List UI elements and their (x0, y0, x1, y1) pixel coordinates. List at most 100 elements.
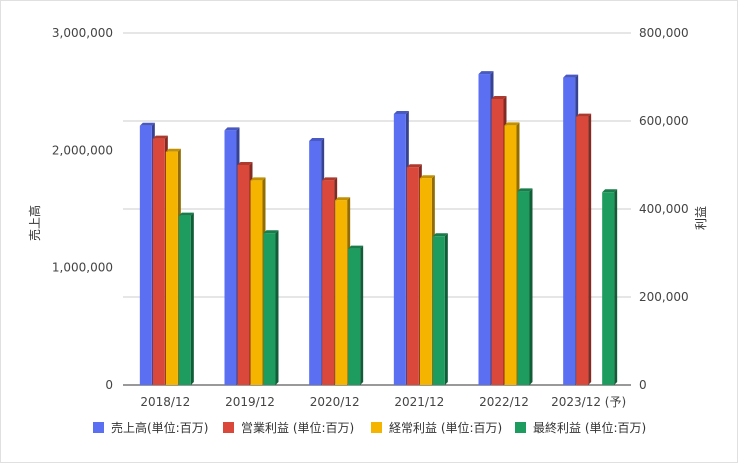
bar-front (178, 215, 191, 385)
bar-front (309, 140, 322, 385)
legend-label: 経常利益 (単位:百万) (389, 420, 502, 435)
bar-front (517, 191, 530, 385)
legend-swatch (223, 422, 234, 433)
bar-top (576, 113, 592, 117)
bar-top (419, 175, 435, 179)
bar-front (237, 165, 250, 385)
x-tick-label: 2019/12 (225, 395, 275, 409)
left-tick-label: 1,000,000 (52, 261, 113, 275)
bar-front (152, 138, 165, 385)
legend-label: 最終利益 (単位:百万) (533, 420, 646, 435)
bar-front (139, 125, 152, 386)
bar-top (504, 122, 520, 126)
right-tick-label: 0 (639, 378, 647, 392)
bar (322, 177, 338, 385)
x-tick-label: 2021/12 (394, 395, 444, 409)
legend-swatch (515, 422, 526, 433)
bar-top (478, 71, 494, 75)
x-tick-label: 2020/12 (310, 395, 360, 409)
bar-top (406, 164, 422, 168)
bar (517, 188, 533, 385)
bar (263, 230, 279, 385)
bar-front (165, 151, 178, 385)
bar-top (309, 137, 325, 141)
bar-front (322, 180, 335, 385)
bar-top (432, 233, 448, 237)
bar (309, 137, 325, 385)
bar-front (491, 99, 504, 385)
x-axis-ticks: 2018/12 2019/12 2020/12 2021/12 2022/12 2023/… (140, 395, 626, 409)
grid-lines (123, 32, 631, 386)
legend-item[interactable]: 営業利益 (単位:百万) (223, 420, 354, 435)
bar-top (393, 110, 409, 114)
bar (348, 245, 364, 385)
right-tick-label: 200,000 (639, 290, 689, 304)
bar-front (263, 233, 276, 385)
x-tick-label: 2022/12 (479, 395, 529, 409)
bar-front (432, 236, 445, 385)
bar-top (491, 96, 507, 99)
right-axis-title: 利益 (694, 206, 708, 230)
bar (224, 127, 240, 386)
bar-front (504, 125, 517, 386)
bar-side (360, 245, 364, 385)
left-tick-label: 3,000,000 (52, 26, 113, 40)
bar-front (250, 180, 263, 385)
bar (602, 189, 618, 385)
bar-side (614, 189, 618, 385)
bar-top (237, 162, 253, 165)
bar (419, 175, 435, 385)
bar (335, 197, 351, 385)
bar-top (322, 177, 338, 181)
bar (432, 233, 448, 385)
right-tick-label: 800,000 (639, 26, 689, 40)
bar (576, 113, 592, 385)
bar-top (224, 127, 240, 131)
bar (393, 110, 409, 386)
bar-top (250, 177, 266, 181)
right-tick-label: 400,000 (639, 202, 689, 216)
bar (504, 122, 520, 386)
bar-side (529, 188, 533, 385)
bar (165, 148, 181, 385)
bar-top (517, 188, 533, 192)
legend-item[interactable]: 最終利益 (単位:百万) (515, 420, 646, 435)
bar-top (139, 122, 155, 126)
right-tick-label: 600,000 (639, 114, 689, 128)
bar (491, 96, 507, 385)
right-axis-ticks: 0 200,000 400,000 600,000 800,000 (639, 26, 689, 392)
bar-front (576, 116, 589, 385)
bar-top (563, 74, 579, 78)
x-tick-label: 2023/12 (予) (551, 395, 626, 409)
bar-front (563, 77, 576, 385)
bar-side (275, 230, 279, 385)
bar-top (178, 212, 194, 216)
left-axis-ticks: 0 1,000,000 2,000,000 3,000,000 (52, 26, 113, 392)
legend-item[interactable]: 売上高(単位:百万) (93, 420, 208, 435)
legend: 売上高(単位:百万) 営業利益 (単位:百万) 経常利益 (単位:百万) 最終利益 (… (93, 420, 646, 435)
legend-swatch (93, 422, 104, 433)
bar (139, 122, 155, 386)
bar-front (478, 74, 491, 386)
bar-side (588, 113, 592, 385)
legend-label: 売上高(単位:百万) (111, 420, 208, 435)
bar-front (335, 200, 348, 385)
bar-top (152, 135, 168, 139)
bar-front (602, 192, 615, 385)
bar-top (165, 148, 181, 152)
bars (139, 71, 618, 386)
bar-top (348, 245, 364, 249)
bar (478, 71, 494, 386)
legend-label: 営業利益 (単位:百万) (241, 420, 354, 435)
legend-item[interactable]: 経常利益 (単位:百万) (371, 420, 502, 435)
bar (250, 177, 266, 385)
x-tick-label: 2018/12 (140, 395, 190, 409)
bar-front (224, 130, 237, 385)
bar-top (602, 189, 618, 193)
bar-front (393, 113, 406, 386)
bar-side (444, 233, 448, 385)
bar (237, 162, 253, 385)
legend-swatch (371, 422, 382, 433)
bar-side (190, 212, 194, 385)
